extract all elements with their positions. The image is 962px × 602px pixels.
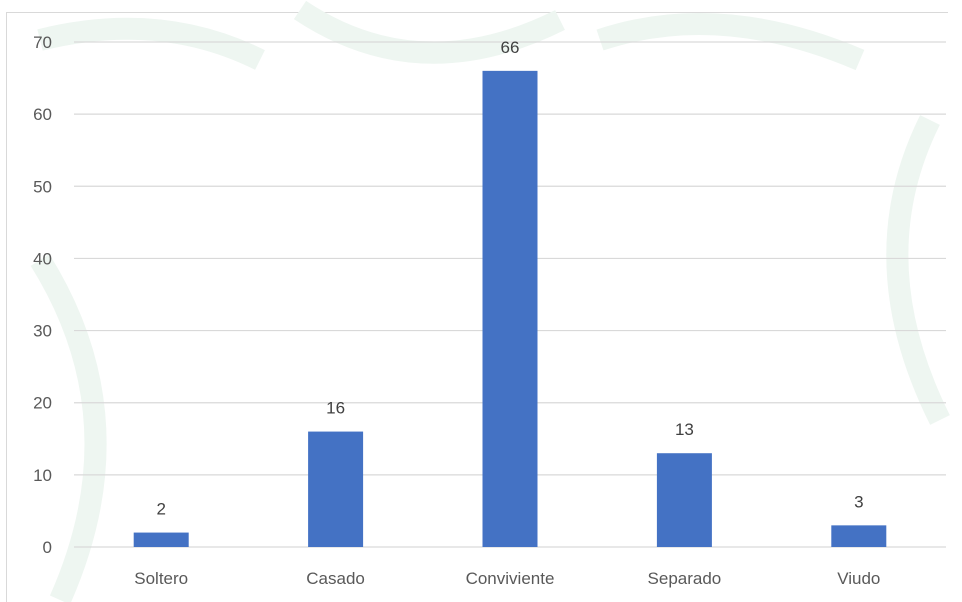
bar-viudo [831,525,887,547]
y-tick-label: 30 [33,322,52,341]
y-tick-label: 70 [33,33,52,52]
x-tick-label: Casado [306,569,365,588]
y-tick-label: 0 [43,538,52,557]
data-labels: 2 16 66 13 3 [156,38,863,519]
data-label: 66 [501,38,520,57]
bars [133,70,887,547]
x-tick-label: Viudo [837,569,880,588]
x-axis-tick-labels: Soltero Casado Conviviente Separado Viudo [134,569,880,588]
bar-separado [656,453,712,547]
data-label: 16 [326,399,345,418]
data-label: 2 [156,500,165,519]
data-label: 13 [675,420,694,439]
bar-soltero [133,532,189,547]
y-tick-label: 10 [33,466,52,485]
y-axis-tick-labels: 0 10 20 30 40 50 60 70 [33,33,52,557]
y-tick-label: 20 [33,394,52,413]
x-tick-label: Conviviente [466,569,555,588]
y-tick-label: 40 [33,249,52,268]
y-tick-label: 60 [33,105,52,124]
y-tick-label: 50 [33,177,52,196]
x-tick-label: Separado [648,569,722,588]
bar-casado [308,431,364,547]
bar-conviviente [482,70,538,547]
x-tick-label: Soltero [134,569,188,588]
data-label: 3 [854,492,863,511]
